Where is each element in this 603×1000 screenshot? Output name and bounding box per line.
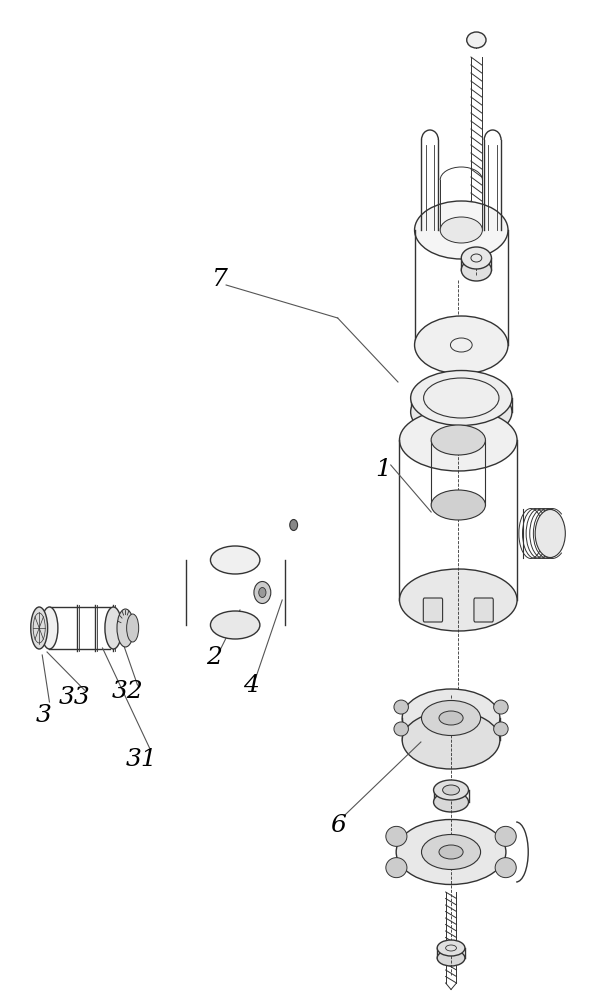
- Text: 31: 31: [125, 748, 157, 772]
- Ellipse shape: [443, 785, 459, 795]
- Ellipse shape: [394, 722, 408, 736]
- Ellipse shape: [117, 609, 134, 647]
- Ellipse shape: [495, 858, 516, 878]
- Ellipse shape: [467, 32, 486, 48]
- Text: 32: 32: [112, 680, 144, 704]
- Ellipse shape: [431, 425, 485, 455]
- Ellipse shape: [105, 607, 122, 649]
- Text: 2: 2: [206, 647, 222, 670]
- Ellipse shape: [495, 826, 516, 846]
- Ellipse shape: [437, 950, 465, 966]
- Text: 4: 4: [243, 674, 259, 696]
- Ellipse shape: [259, 587, 266, 597]
- Ellipse shape: [402, 711, 500, 769]
- Ellipse shape: [414, 201, 508, 259]
- Ellipse shape: [440, 217, 482, 243]
- Ellipse shape: [396, 820, 506, 884]
- Ellipse shape: [431, 490, 485, 520]
- Ellipse shape: [399, 569, 517, 631]
- Ellipse shape: [494, 722, 508, 736]
- Ellipse shape: [434, 792, 469, 812]
- Ellipse shape: [535, 510, 566, 558]
- Ellipse shape: [254, 582, 271, 603]
- Ellipse shape: [414, 316, 508, 374]
- Ellipse shape: [402, 689, 500, 747]
- Text: 3: 3: [36, 704, 52, 726]
- Ellipse shape: [41, 607, 58, 649]
- Text: 6: 6: [330, 814, 346, 836]
- Ellipse shape: [210, 546, 260, 574]
- Ellipse shape: [411, 384, 512, 440]
- Ellipse shape: [461, 247, 491, 269]
- Ellipse shape: [421, 700, 481, 736]
- Ellipse shape: [386, 826, 407, 846]
- Ellipse shape: [399, 409, 517, 471]
- Ellipse shape: [386, 858, 407, 878]
- Ellipse shape: [494, 700, 508, 714]
- Ellipse shape: [421, 834, 481, 869]
- Text: 33: 33: [59, 686, 91, 710]
- Ellipse shape: [411, 370, 512, 426]
- Ellipse shape: [439, 845, 463, 859]
- Ellipse shape: [31, 607, 48, 649]
- Ellipse shape: [461, 259, 491, 281]
- Text: 7: 7: [212, 268, 228, 292]
- Ellipse shape: [439, 711, 463, 725]
- Ellipse shape: [127, 614, 139, 642]
- Text: 1: 1: [375, 458, 391, 482]
- FancyBboxPatch shape: [474, 598, 493, 622]
- Ellipse shape: [289, 520, 297, 530]
- Ellipse shape: [210, 611, 260, 639]
- FancyBboxPatch shape: [423, 598, 443, 622]
- Ellipse shape: [437, 940, 465, 956]
- Ellipse shape: [394, 700, 408, 714]
- Ellipse shape: [434, 780, 469, 800]
